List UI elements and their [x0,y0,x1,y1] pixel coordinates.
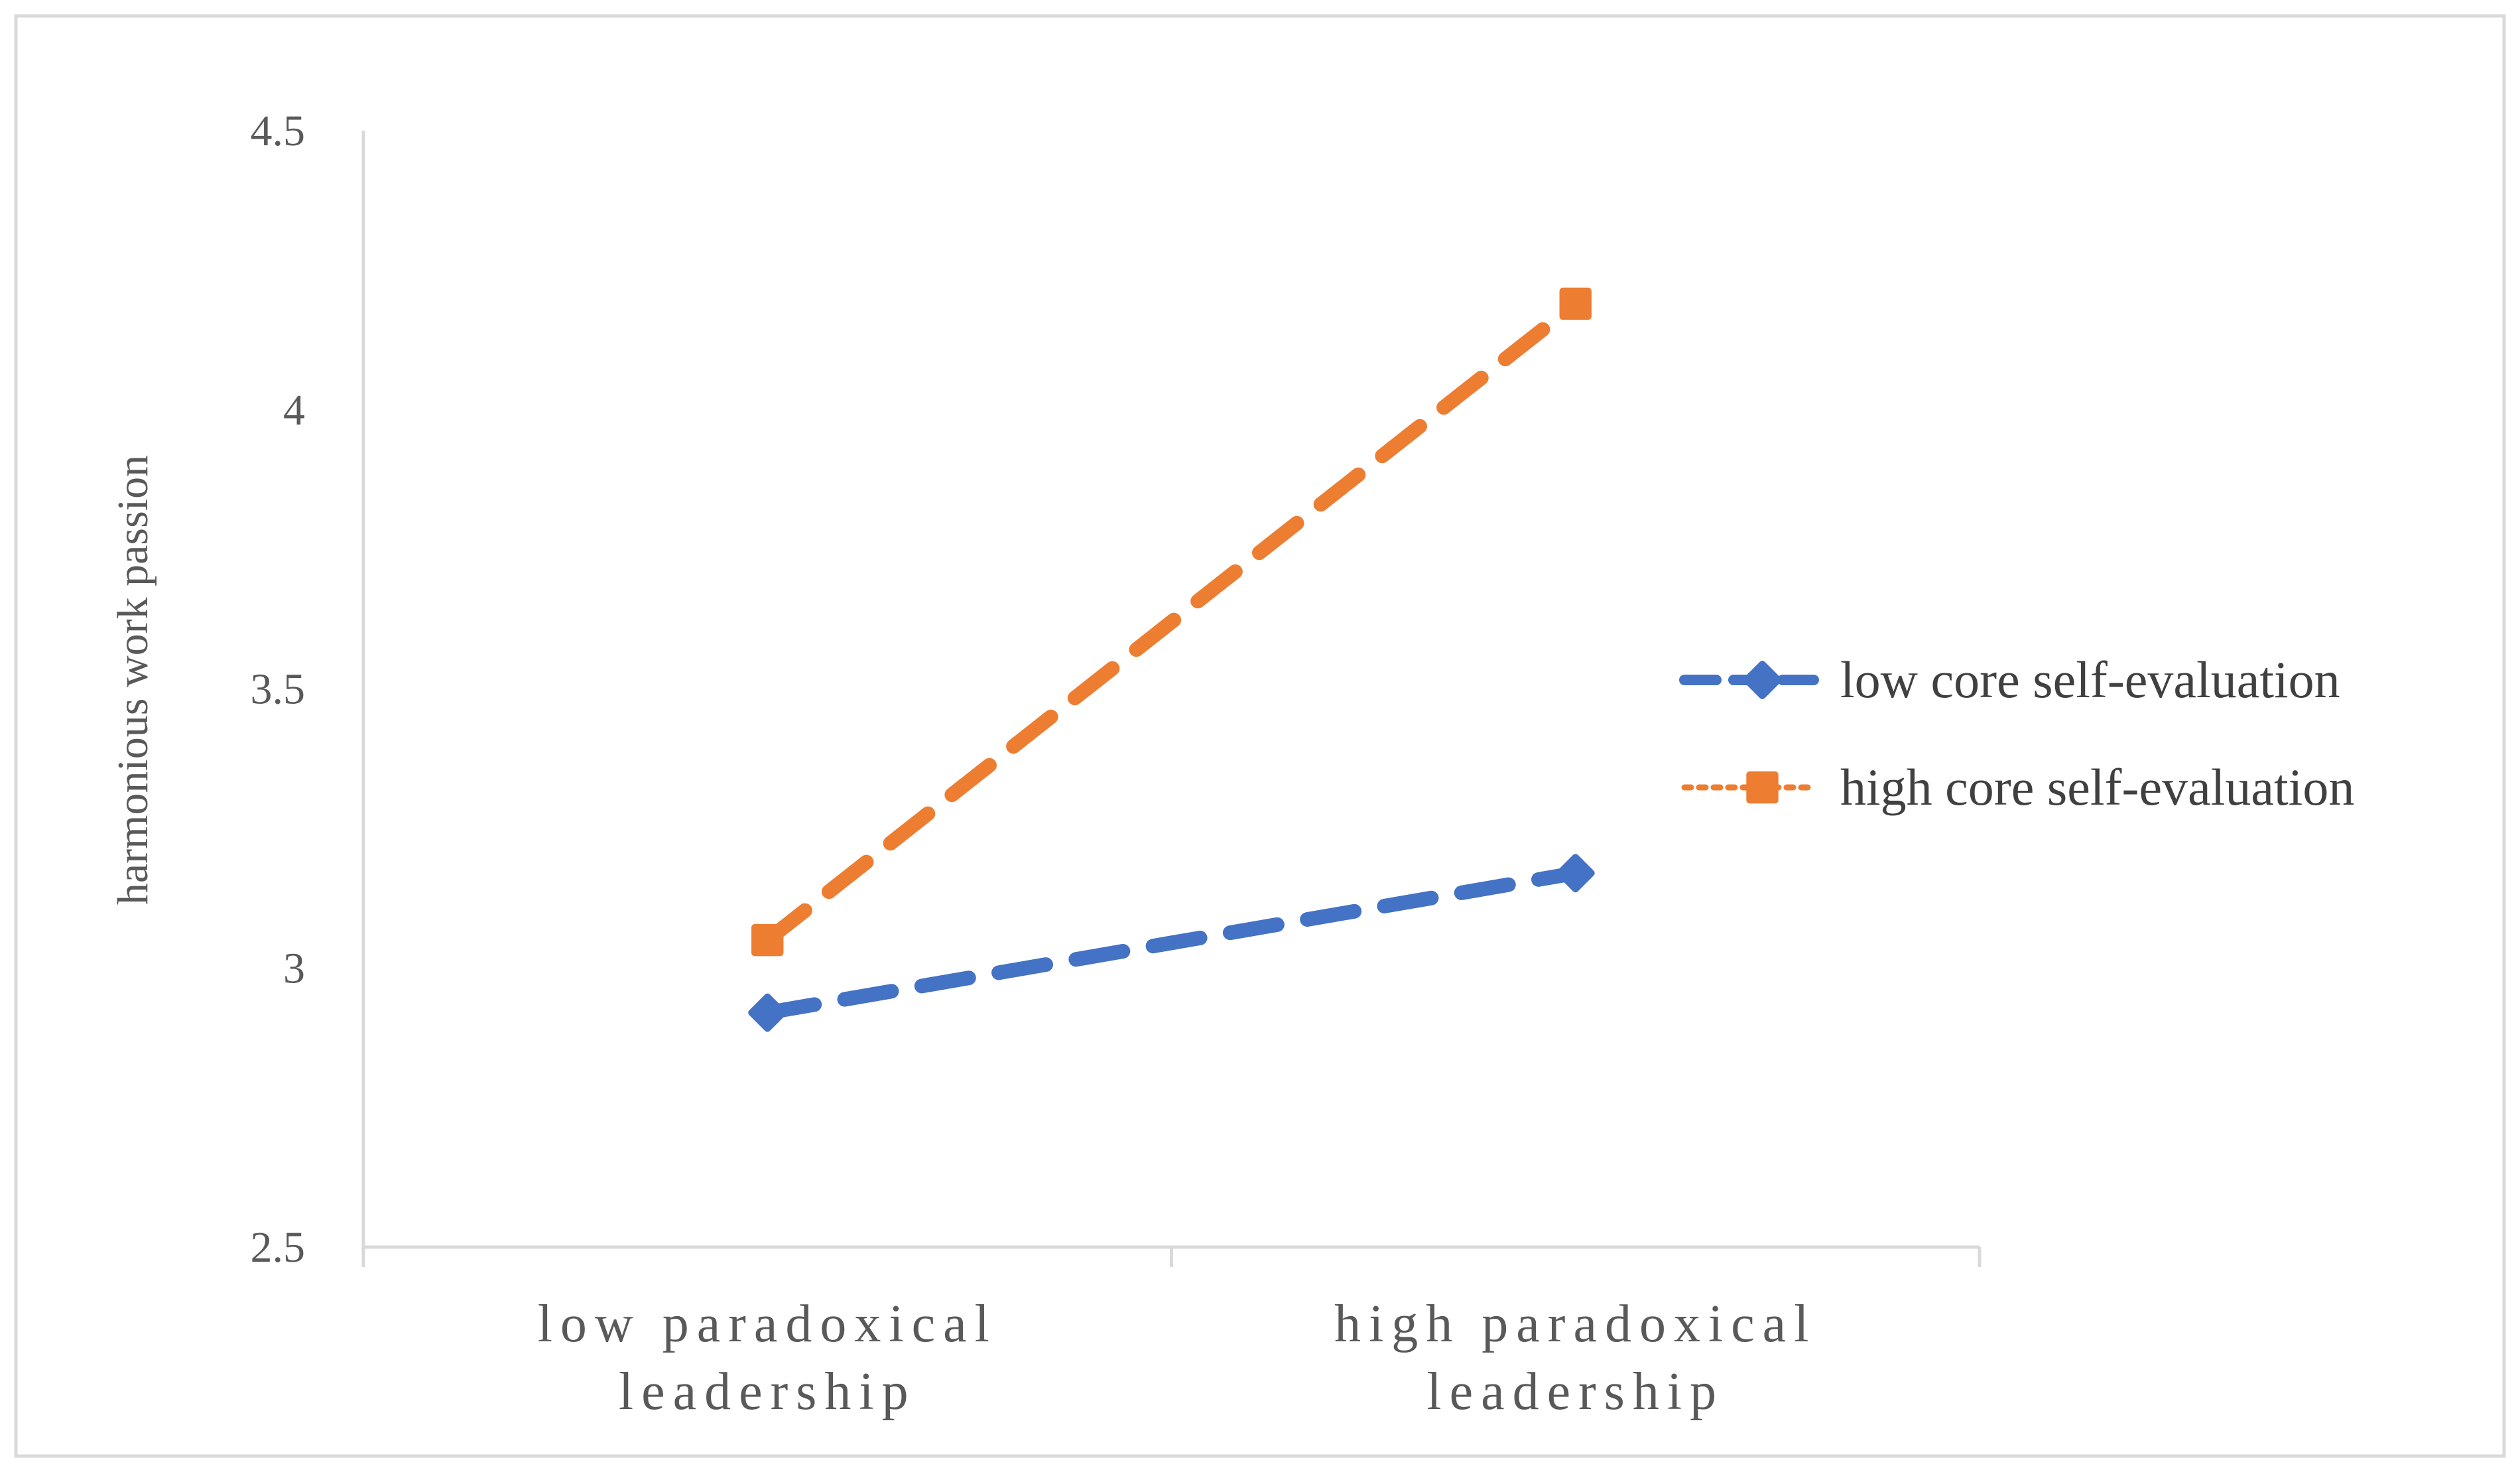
legend-marker-1 [1743,661,1782,699]
legend: low core self-evaluation high core self-e… [1679,651,2354,816]
data-point [1559,287,1592,320]
chart-border [14,14,2506,1458]
y-tick-label: 3.5 [251,665,306,714]
data-point [748,993,787,1032]
x-category-label: leadership [1426,1363,1724,1421]
y-tick-label: 4.5 [251,107,306,155]
data-point [1556,854,1595,893]
series-line-2 [760,296,1583,948]
data-point [751,923,784,957]
y-axis-title: harmonious work passion [109,455,157,905]
y-tick-label: 2.5 [251,1223,306,1272]
x-category-label: high paradoxical [1334,1295,1816,1353]
x-category-label: low paradoxical [538,1295,997,1353]
y-tick-label: 4 [283,386,305,435]
y-tick-label: 3 [283,944,305,992]
legend-marker-2 [1746,771,1779,804]
legend-label-2: high core self-evaluation [1840,758,2354,816]
legend-label-1: low core self-evaluation [1840,651,2340,708]
series-line-1 [760,866,1583,1020]
plot-area: 2.5 3 3.5 4 4.5 low paradoxical leadership high… [251,107,1982,1421]
x-category-label: leadership [619,1363,916,1421]
